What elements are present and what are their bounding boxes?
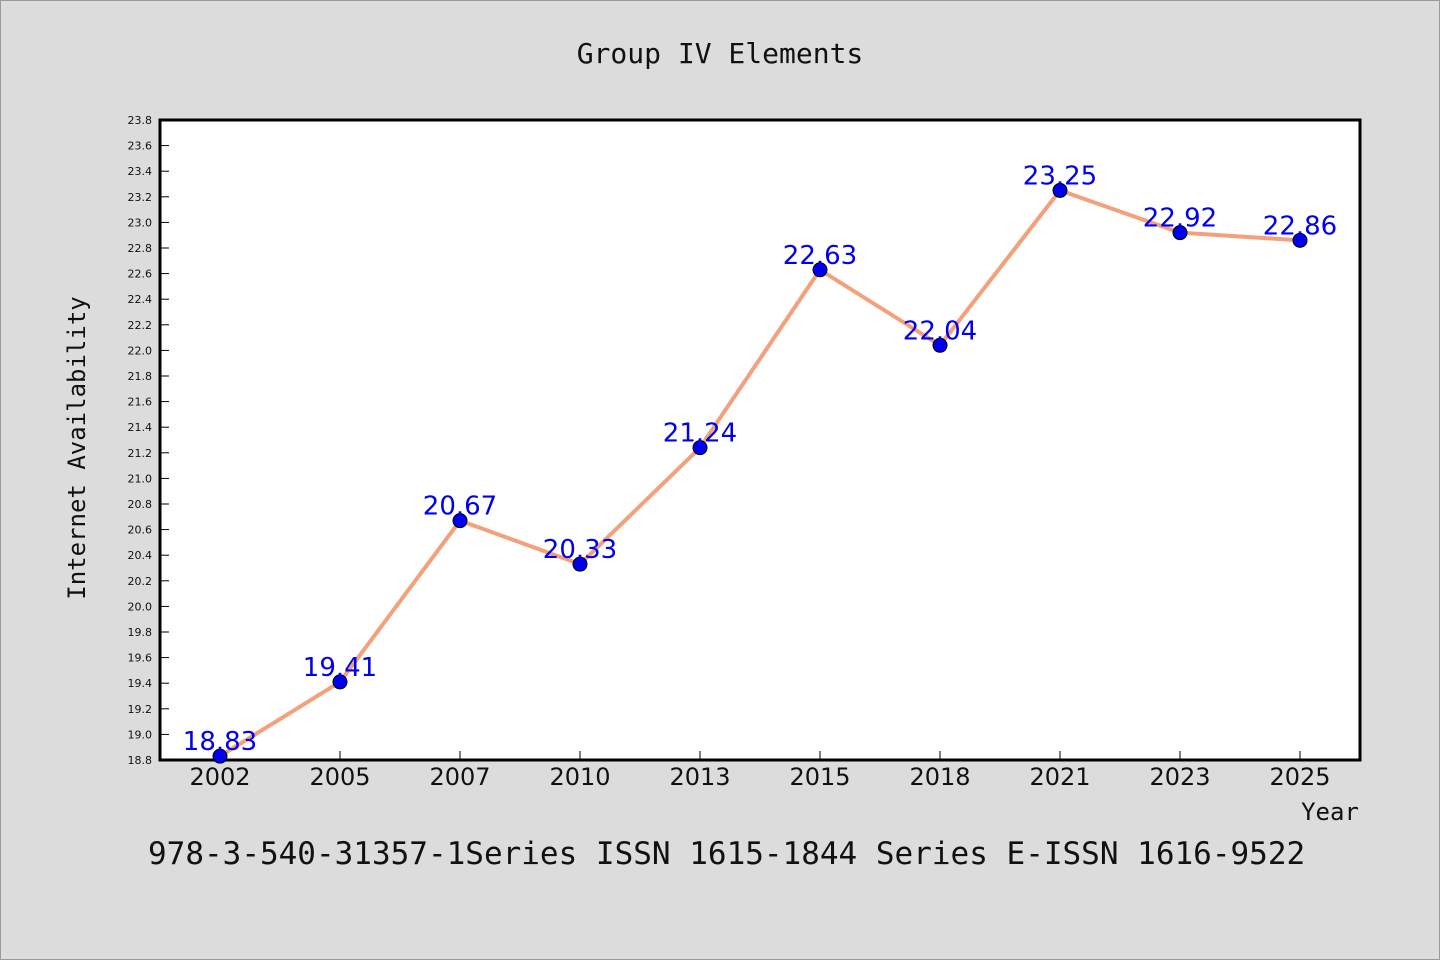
data-point [692,440,708,456]
y-tick-label: 22.4 [128,293,153,306]
y-tick-label: 19.4 [128,677,153,690]
data-point [212,748,228,764]
x-tick-label: 2023 [1149,763,1210,791]
y-tick-label: 21.2 [128,447,153,460]
data-point [1172,225,1188,241]
data-label: 21.24 [663,419,737,449]
y-tick-label: 21.8 [128,370,153,383]
data-point [812,262,828,278]
y-tick-label: 22.6 [128,268,153,281]
y-tick-label: 21.4 [128,421,153,434]
y-tick-label: 21.6 [128,396,153,409]
y-tick-label: 19.2 [128,703,153,716]
y-tick-label: 21.0 [128,472,153,485]
y-tick-label: 23.2 [128,191,153,204]
y-tick-label: 23.4 [128,165,153,178]
y-axis: 18.8 19.0 19.2 19.4 19.6 19.8 20.0 20.2 20.4 20.6… [128,114,169,767]
data-label: 22.04 [903,316,977,346]
y-tick-label: 22.8 [128,242,153,255]
data-point [332,674,348,690]
y-tick-label: 23.8 [128,114,153,127]
data-point [452,513,468,529]
x-tick-label: 2018 [909,763,970,791]
y-tick-label: 20.4 [128,549,153,562]
chart-title: Group IV Elements [577,37,864,70]
x-tick-label: 2013 [669,763,730,791]
y-tick-label: 19.0 [128,728,153,741]
y-tick-label: 18.8 [128,754,153,767]
x-axis-label: Year [1301,798,1359,826]
y-tick-label: 19.6 [128,652,153,665]
data-point [1292,232,1308,248]
data-label: 20.33 [543,535,617,565]
y-tick-label: 23.0 [128,216,153,229]
data-label: 23.25 [1023,161,1097,191]
y-tick-label: 20.8 [128,498,153,511]
x-tick-label: 2025 [1269,763,1330,791]
y-tick-label: 20.2 [128,575,153,588]
y-tick-label: 20.0 [128,600,153,613]
data-label: 20.67 [423,492,497,522]
x-tick-label: 2015 [789,763,850,791]
data-label: 18.83 [183,727,257,757]
x-tick-label: 2005 [309,763,370,791]
footer-identifier-text: 978-3-540-31357-1Series ISSN 1615-1844 S… [148,836,1305,872]
data-point [932,337,948,353]
data-label: 22.86 [1263,211,1337,241]
data-label: 19.41 [303,653,377,683]
x-axis: 2002 2005 2007 2010 2013 2015 2018 2021 2023 2025 [189,751,1331,791]
y-tick-label: 23.6 [128,140,153,153]
y-tick-label: 22.0 [128,344,153,357]
x-tick-label: 2002 [189,763,250,791]
x-tick-label: 2010 [549,763,610,791]
y-axis-label: Internet Availability [63,296,91,599]
y-tick-label: 19.8 [128,626,153,639]
data-label: 22.63 [783,241,857,271]
y-tick-label: 20.6 [128,524,153,537]
x-tick-label: 2007 [429,763,490,791]
data-point [1052,182,1068,198]
data-label: 22.92 [1143,204,1217,234]
x-tick-label: 2021 [1029,763,1090,791]
series-line [218,188,1301,758]
series-0: 18.83 19.41 20.67 20.33 21.24 22.63 22.04 23.25… [183,161,1337,764]
y-tick-label: 22.2 [128,319,153,332]
data-point [572,556,588,572]
